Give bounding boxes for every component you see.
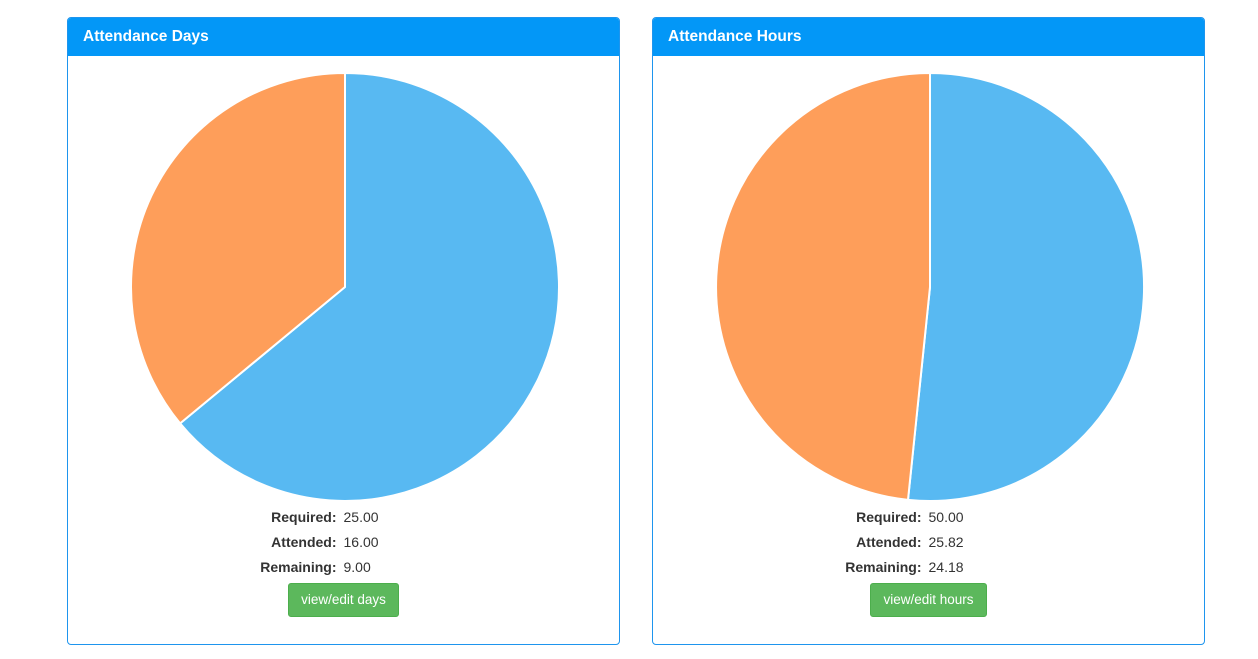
pie-slice-attended [179,72,560,502]
stat-label: Required: [856,509,922,525]
stat-remaining: Remaining: 24.18 [653,555,1204,580]
attendance-days-pie-chart [130,72,560,502]
stats-list: Required: 50.00 Attended: 25.82 Remainin… [653,505,1204,580]
view-edit-days-button[interactable]: view/edit days [288,583,399,617]
stat-value: 25.82 [928,534,964,550]
view-edit-hours-button[interactable]: view/edit hours [870,583,987,617]
stat-required: Required: 25.00 [68,505,619,530]
stat-value: 24.18 [928,559,964,575]
stats-list: Required: 25.00 Attended: 16.00 Remainin… [68,505,619,580]
stat-label: Required: [271,509,337,525]
stat-attended: Attended: 16.00 [68,530,619,555]
stat-remaining: Remaining: 9.00 [68,555,619,580]
pie-slice-remaining [130,72,346,425]
stat-label: Remaining: [260,559,337,575]
stat-label: Attended: [271,534,337,550]
stat-attended: Attended: 25.82 [653,530,1204,555]
stat-value: 25.00 [343,509,379,525]
pie-slice-attended [906,72,1145,502]
panel-title: Attendance Hours [653,18,1204,56]
stat-value: 16.00 [343,534,379,550]
stat-required: Required: 50.00 [653,505,1204,530]
stat-value: 50.00 [928,509,964,525]
panel-title: Attendance Days [68,18,619,56]
stat-value: 9.00 [343,559,371,575]
stat-label: Attended: [856,534,922,550]
attendance-days-panel: Attendance Days Required: 25.00 Attended… [67,17,620,645]
stat-label: Remaining: [845,559,922,575]
attendance-hours-panel: Attendance Hours Required: 50.00 Attende… [652,17,1205,645]
pie-slice-remaining [715,72,931,501]
attendance-hours-pie-chart [715,72,1145,502]
